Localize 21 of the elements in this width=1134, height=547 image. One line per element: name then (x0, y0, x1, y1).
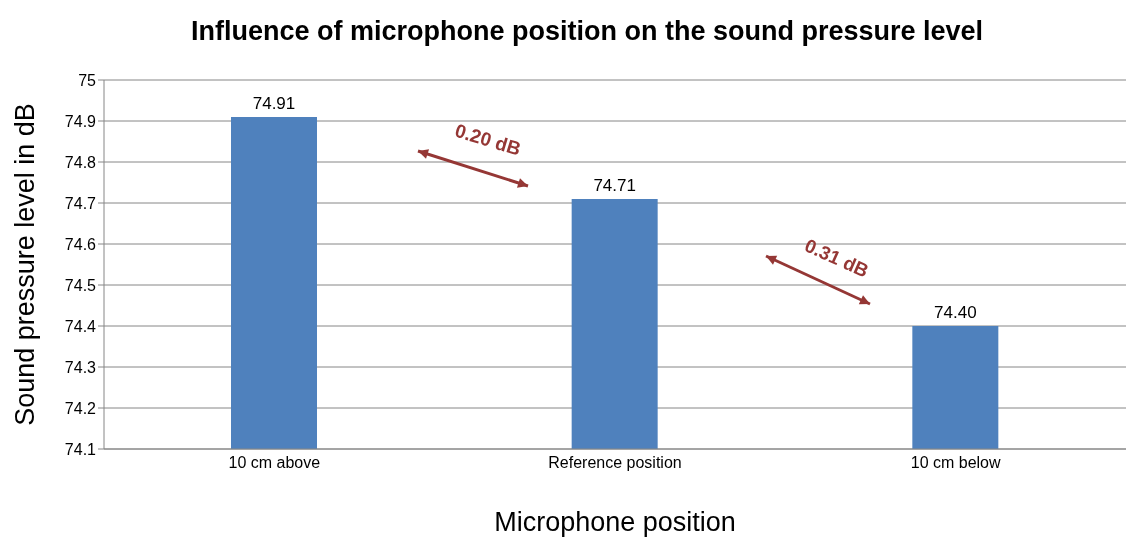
data-label: 74.71 (593, 175, 636, 195)
data-label: 74.91 (252, 93, 296, 113)
x-tick-label: 10 cm below (910, 454, 1002, 472)
chart-title: Influence of microphone position on the sound pressure level (189, 16, 985, 47)
y-tick-label: 74.9 (64, 112, 97, 130)
y-tick-label: 74.8 (64, 153, 97, 171)
y-tick-label: 74.2 (64, 399, 97, 417)
y-tick-label: 74.4 (64, 317, 97, 335)
y-tick-label: 74.5 (64, 276, 97, 294)
annotation: 0.31 dB (801, 234, 872, 282)
x-tick-label: Reference position (548, 454, 682, 472)
annotation: 0.20 dB (452, 119, 524, 160)
x-axis-title: Microphone position (494, 507, 736, 537)
y-tick-label: 74.6 (64, 235, 97, 253)
y-tick-label: 74.1 (64, 440, 97, 458)
data-label: 74.40 (934, 303, 977, 322)
y-tick-label: 75 (78, 71, 97, 89)
y-tick-label: 74.3 (64, 358, 97, 376)
y-tick-label: 74.7 (64, 194, 97, 212)
x-tick-label: 10 cm above (228, 454, 321, 472)
y-axis-title: Sound pressure level in dB (9, 103, 40, 426)
